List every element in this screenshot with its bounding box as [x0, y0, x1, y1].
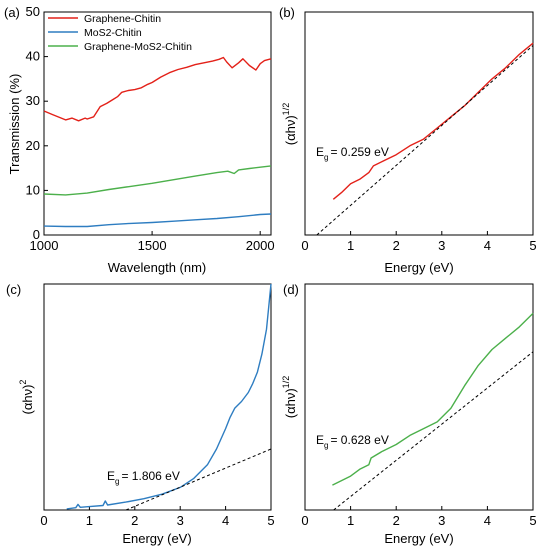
panel-b-series-data-line: [332, 42, 534, 200]
panel-d-frame: [304, 283, 534, 511]
legend-label-graphene-chitin: Graphene-Chitin: [84, 13, 161, 25]
panel-a-series-mos2-chitin: [43, 213, 272, 228]
panel-a-y-tick-label: 10: [26, 182, 40, 197]
panel-a-y-tick-label: 0: [33, 227, 40, 242]
panel-d-y-axis-label: (αhν)1/2: [281, 376, 298, 418]
panel-a-legend: Graphene-Chitin MoS2-Chitin Graphene-MoS…: [48, 13, 192, 53]
panel-b-x-tick-label: 1: [347, 238, 354, 253]
panel-b-x-tick-label: 2: [393, 238, 400, 253]
panel-c-x-axis-label: Energy (eV): [122, 531, 191, 546]
panel-b-x-axis-label: Energy (eV): [384, 260, 453, 275]
panel-d-x-tick-label: 4: [484, 513, 491, 528]
panel-b-x-tick-label: 4: [484, 238, 491, 253]
panel-a-series-graphene-mos2-chitin: [43, 165, 272, 196]
panel-a-x-tick-label: 1000: [30, 238, 59, 253]
panel-a-series-graphene-chitin: [43, 56, 272, 122]
panel-c-series-data-line: [66, 283, 272, 510]
panel-b-eg-annotation: Eg = 0.259 eV: [316, 145, 389, 162]
panel-c-eg-annotation: Eg = 1.806 eV: [107, 469, 180, 486]
panel-a-y-tick-label: 40: [26, 49, 40, 64]
panel-a-x-axis-label: Wavelength (nm): [108, 260, 207, 275]
panel-c-x-tick-label: 5: [267, 513, 274, 528]
panel-d-x-tick-label: 1: [347, 513, 354, 528]
panel-a-x-tick-label: 1500: [138, 238, 167, 253]
panel-c-x-tick-label: 4: [222, 513, 229, 528]
panel-a-y-axis-label: Transmission (%): [7, 74, 22, 175]
panel-d-label: (d): [283, 282, 299, 297]
panel-d-series-data-line: [332, 312, 534, 486]
panel-d-x-tick-label: 3: [438, 513, 445, 528]
panel-c-y-axis-label: (αhν)2: [18, 380, 35, 415]
panel-c-label: (c): [6, 282, 21, 297]
panel-c-x-tick-label: 1: [86, 513, 93, 528]
panel-d-x-tick-label: 0: [301, 513, 308, 528]
panel-c-fit-line: [125, 448, 272, 511]
panel-d-x-tick-label: 5: [529, 513, 536, 528]
panel-b-fit-line: [316, 45, 534, 236]
panel-b-y-axis-label: (αhν)1/2: [281, 103, 298, 145]
legend-label-mos2-chitin: MoS2-Chitin: [84, 27, 142, 39]
panel-b-x-tick-label: 3: [438, 238, 445, 253]
panel-a-frame: [43, 11, 272, 236]
panel-c-frame: [43, 283, 272, 511]
panel-b-x-tick-label: 0: [301, 238, 308, 253]
panel-d-eg-annotation: Eg = 0.628 eV: [316, 433, 389, 450]
panel-a-label: (a): [4, 5, 20, 20]
panel-b-x-tick-label: 5: [529, 238, 536, 253]
legend-label-graphene-mos2-chitin: Graphene-MoS2-Chitin: [84, 41, 192, 53]
panel-a-x-tick-label: 2000: [246, 238, 275, 253]
panel-a-y-tick-label: 50: [26, 4, 40, 19]
panel-b-frame: [304, 11, 534, 236]
panel-d-x-tick-label: 2: [393, 513, 400, 528]
panel-d-fit-line: [333, 351, 534, 511]
panel-b-label: (b): [279, 5, 295, 20]
panel-c-x-tick-label: 3: [177, 513, 184, 528]
panel-a-y-tick-label: 20: [26, 138, 40, 153]
panel-a-y-tick-label: 30: [26, 93, 40, 108]
panel-c-x-tick-label: 0: [40, 513, 47, 528]
panel-c-x-tick-label: 2: [131, 513, 138, 528]
panel-d-x-axis-label: Energy (eV): [384, 531, 453, 546]
